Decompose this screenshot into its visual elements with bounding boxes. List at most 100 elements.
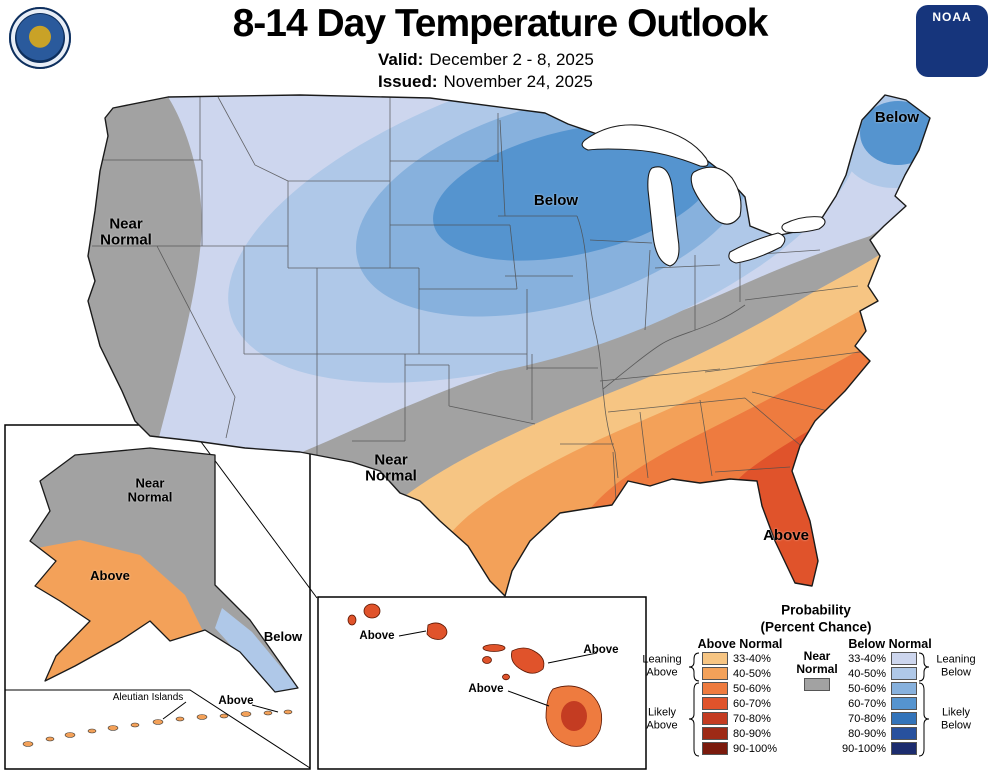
- label-alaska-near-normal: Near Normal: [127, 475, 173, 504]
- legend-below-row-5: 70-80%: [840, 712, 917, 725]
- legend-below-row-6: 80-90%: [840, 727, 917, 740]
- island-oahu: [426, 622, 448, 640]
- legend-leaning-below: Leaning Below: [936, 653, 976, 678]
- lake-ontario: [781, 216, 826, 234]
- island-molokai: [482, 644, 506, 652]
- legend-below-label-4: 60-70%: [848, 697, 886, 710]
- legend-below-label-6: 80-90%: [848, 727, 886, 740]
- legend-above-swatch-2: [702, 667, 728, 680]
- legend-above-row-7: 90-100%: [702, 742, 777, 755]
- legend-likely-above: Likely Above: [646, 706, 678, 731]
- island-kauai: [363, 603, 381, 619]
- legend-above-row-3: 50-60%: [702, 682, 771, 695]
- doc-seal-logo: [9, 7, 71, 69]
- label-west-near-normal: Near Normal: [100, 215, 152, 248]
- legend-above-swatch-4: [702, 697, 728, 710]
- legend-below-swatch-7: [891, 742, 917, 755]
- legend-above-row-1: 33-40%: [702, 652, 771, 665]
- aleutian-label-pointer: [162, 701, 187, 720]
- legend-above-label-4: 60-70%: [733, 697, 771, 710]
- legend-near-normal-swatch: [804, 678, 830, 691]
- legend-above-row-6: 80-90%: [702, 727, 771, 740]
- label-hawaii-above-west: Above: [359, 629, 395, 642]
- label-southeast-above: Above: [763, 527, 809, 545]
- label-alaska-above: Above: [90, 568, 130, 584]
- lake-superior: [581, 124, 709, 167]
- issued-line: Issued: November 24, 2025: [378, 71, 594, 93]
- label-hawaii-above-east: Above: [583, 643, 619, 656]
- legend-below-label-1: 33-40%: [848, 652, 886, 665]
- island-kahoolawe: [502, 673, 510, 681]
- legend-above-label-5: 70-80%: [733, 712, 771, 725]
- legend-above-label-2: 40-50%: [733, 667, 771, 680]
- legend-below-swatch-3: [891, 682, 917, 695]
- legend-above-swatch-7: [702, 742, 728, 755]
- legend-below-swatch-2: [891, 667, 917, 680]
- legend-above-row-4: 60-70%: [702, 697, 771, 710]
- legend-above-swatch-6: [702, 727, 728, 740]
- legend-title: Probability: [781, 602, 851, 618]
- great-lakes: [581, 124, 826, 267]
- hawaii-islands: [347, 603, 603, 747]
- legend-below-swatch-4: [891, 697, 917, 710]
- legend-below-label-3: 50-60%: [848, 682, 886, 695]
- legend-below-swatch-6: [891, 727, 917, 740]
- label-aleutian-above: Above: [218, 694, 254, 707]
- legend-below-swatch-5: [891, 712, 917, 725]
- label-aleutian-islands: Aleutian Islands: [112, 691, 184, 703]
- legend-subtitle: (Percent Chance): [760, 619, 872, 635]
- legend-leaning-above: Leaning Above: [642, 653, 682, 678]
- issued-value: November 24, 2025: [443, 72, 593, 91]
- page-title: 8-14 Day Temperature Outlook: [232, 2, 769, 45]
- alaska-below-panhandle: [215, 608, 298, 692]
- legend-below-row-2: 40-50%: [840, 667, 917, 680]
- label-alaska-below: Below: [263, 629, 303, 645]
- valid-line: Valid: December 2 - 8, 2025: [378, 49, 594, 71]
- legend-braces: [688, 652, 930, 757]
- legend-above-row-5: 70-80%: [702, 712, 771, 725]
- legend-above-swatch-3: [702, 682, 728, 695]
- legend-above-label-7: 90-100%: [733, 742, 778, 755]
- island-hawaii-core: [561, 701, 587, 731]
- aleutian-above-pointer: [251, 704, 279, 713]
- alaska-outline: [29, 447, 299, 693]
- legend-below-swatch-1: [891, 652, 917, 665]
- legend-below-label-2: 40-50%: [848, 667, 886, 680]
- noaa-logo-text: NOAA: [932, 10, 972, 24]
- legend-below-row-7: 90-100%: [840, 742, 917, 755]
- legend-above-header: Above Normal: [697, 637, 783, 651]
- issued-label: Issued:: [378, 72, 438, 91]
- aleutian-panel-divider: [5, 689, 311, 769]
- legend-above-label-6: 80-90%: [733, 727, 771, 740]
- legend-above-swatch-1: [702, 652, 728, 665]
- legend-near-normal-label: Near Normal: [796, 648, 838, 676]
- noaa-logo: NOAA: [916, 5, 988, 77]
- hawaii-above-south-pointer: [507, 690, 550, 707]
- label-south-near-normal: Near Normal: [365, 451, 417, 484]
- valid-value: December 2 - 8, 2025: [429, 50, 594, 69]
- legend-below-row-1: 33-40%: [840, 652, 917, 665]
- conus-below-60-70-core: [433, 123, 717, 261]
- label-northeast-below: Below: [874, 109, 920, 127]
- island-niihau: [347, 614, 357, 626]
- legend-below-header: Below Normal: [848, 637, 932, 651]
- aleutian-islands-chain: [22, 709, 293, 747]
- hawaii-above-east-pointer: [547, 652, 598, 664]
- legend-below-row-4: 60-70%: [840, 697, 917, 710]
- state-borders: [92, 96, 861, 501]
- island-maui: [511, 647, 545, 674]
- legend-above-swatch-5: [702, 712, 728, 725]
- lake-erie: [728, 232, 786, 264]
- island-lanai: [482, 656, 492, 664]
- maine-below-core: [860, 101, 930, 165]
- hawaii-above-west-pointer: [398, 630, 427, 637]
- valid-label: Valid:: [378, 50, 424, 69]
- legend-likely-below: Likely Below: [941, 706, 971, 731]
- date-lines: Valid: December 2 - 8, 2025 Issued: Novemb…: [378, 49, 594, 93]
- legend-below-label-7: 90-100%: [841, 742, 886, 755]
- legend-below-row-3: 50-60%: [840, 682, 917, 695]
- legend-above-label-1: 33-40%: [733, 652, 771, 665]
- lake-michigan: [647, 166, 680, 267]
